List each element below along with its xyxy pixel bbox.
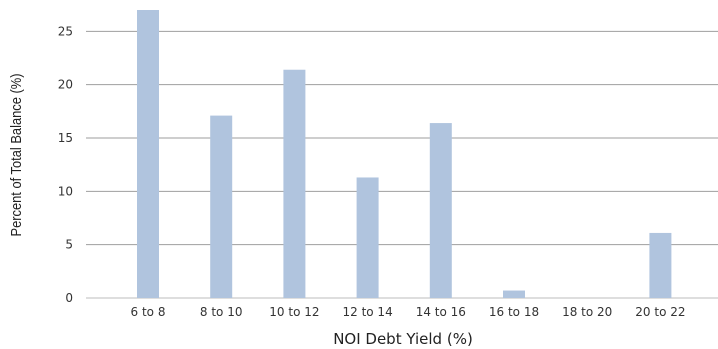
bar: [137, 10, 159, 298]
x-axis-title: NOI Debt Yield (%): [333, 330, 473, 348]
bar: [649, 232, 672, 298]
bar: [503, 290, 525, 298]
gridlines: [86, 30, 718, 299]
bar: [283, 69, 306, 298]
y-tick-labels: 0 5 10 15 20 25: [58, 24, 73, 305]
y-tick-label: 25: [58, 24, 73, 38]
x-tick-labels: 6 to 8 8 to 10 10 to 12 12 to 14 14 to 16 16 …: [131, 305, 686, 319]
bar: [210, 115, 233, 298]
bar: [429, 123, 452, 298]
bar: [356, 177, 379, 298]
y-tick-label: 0: [65, 291, 73, 305]
y-tick-label: 20: [58, 78, 73, 92]
x-tick-label: 16 to 18: [489, 305, 539, 319]
y-tick-label: 10: [58, 184, 73, 198]
x-tick-label: 12 to 14: [342, 305, 392, 319]
x-tick-label: 18 to 20: [562, 305, 612, 319]
y-tick-label: 15: [58, 131, 73, 145]
x-tick-label: 20 to 22: [635, 305, 685, 319]
x-tick-label: 10 to 12: [269, 305, 319, 319]
y-tick-label: 5: [65, 238, 73, 252]
bars: [137, 10, 672, 298]
x-tick-label: 8 to 10: [200, 305, 243, 319]
x-tick-label: 14 to 16: [416, 305, 466, 319]
x-tick-label: 6 to 8: [131, 305, 166, 319]
y-axis-title: Percent of Total Balance (%): [7, 73, 24, 236]
